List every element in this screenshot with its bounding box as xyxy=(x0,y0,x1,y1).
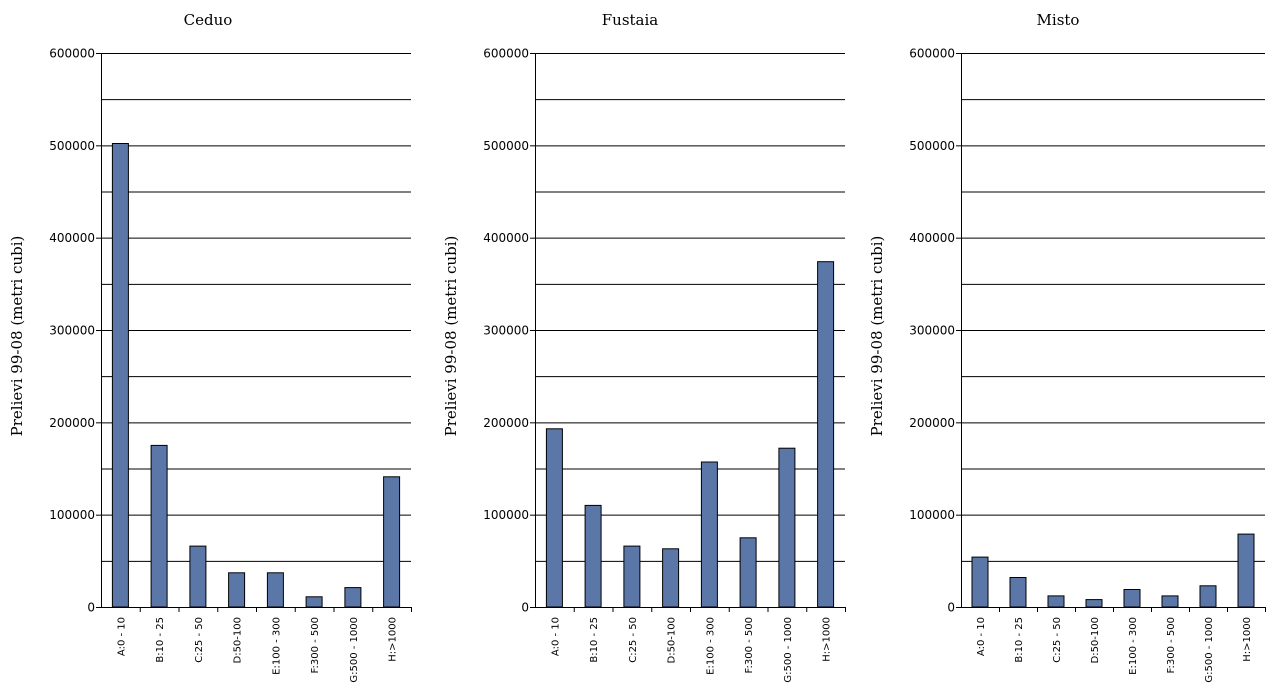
y-tick-label: 200000 xyxy=(909,416,955,430)
x-tick-label: C:25 - 50 xyxy=(1052,617,1063,663)
bar-3 xyxy=(662,548,680,608)
bar-2 xyxy=(623,545,641,608)
bar-3 xyxy=(228,572,246,608)
x-tick-label: B:10 - 25 xyxy=(155,617,166,663)
x-tick-label: H:>1000 xyxy=(1242,617,1253,662)
x-tick-label: D:50-100 xyxy=(233,617,244,664)
y-tick-label: 200000 xyxy=(483,416,529,430)
x-tick-label: D:50-100 xyxy=(667,617,678,664)
y-tick-label: 400000 xyxy=(909,231,955,245)
x-tick-label: G:500 - 1000 xyxy=(1204,617,1215,683)
x-tick-label: H:>1000 xyxy=(822,617,833,662)
bar-7 xyxy=(1237,533,1255,608)
bar-6 xyxy=(1199,585,1217,608)
bar-6 xyxy=(778,447,796,608)
bar-3 xyxy=(1085,599,1103,608)
y-tick-label: 200000 xyxy=(49,416,95,430)
bar-6 xyxy=(344,587,362,608)
bar-2 xyxy=(1047,595,1065,608)
x-tick-label: A:0 - 10 xyxy=(976,617,987,656)
bar-4 xyxy=(1123,589,1141,608)
x-tick-label: G:500 - 1000 xyxy=(349,617,360,683)
bar-5 xyxy=(1161,595,1179,608)
x-tick-label: E:100 - 300 xyxy=(271,617,282,675)
bar-7 xyxy=(383,476,401,608)
x-tick-label: B:10 - 25 xyxy=(589,617,600,663)
x-tick-label: H:>1000 xyxy=(388,617,399,662)
bar-0 xyxy=(545,428,563,608)
chart-0: 0 100000 200000 300000 400000 500000 600000 A:0… xyxy=(8,11,412,683)
x-tick-label: D:50-100 xyxy=(1090,617,1101,664)
bar-0 xyxy=(111,143,129,608)
y-tick-label: 100000 xyxy=(49,508,95,522)
x-tick-label: G:500 - 1000 xyxy=(783,617,794,683)
x-tick-label: A:0 - 10 xyxy=(116,617,127,656)
y-tick-label: 0 xyxy=(947,601,955,615)
y-tick-label: 500000 xyxy=(49,139,95,153)
bar-1 xyxy=(584,504,602,608)
chart-title: Fustaia xyxy=(602,11,659,29)
y-tick-label: 400000 xyxy=(49,231,95,245)
y-tick-label: 0 xyxy=(521,601,529,615)
bar-5 xyxy=(739,537,757,608)
y-tick-label: 300000 xyxy=(483,324,529,338)
bar-4 xyxy=(700,461,718,608)
x-tick-label: A:0 - 10 xyxy=(550,617,561,656)
chart-2: 0 100000 200000 300000 400000 500000 600000 A:0… xyxy=(868,11,1266,683)
y-tick-label: 400000 xyxy=(483,231,529,245)
chart-1: 0 100000 200000 300000 400000 500000 600000 A:0… xyxy=(442,11,846,683)
y-tick-label: 600000 xyxy=(483,47,529,61)
x-tick-label: F:300 - 500 xyxy=(1166,617,1177,673)
bar-5 xyxy=(305,596,323,608)
bar-0 xyxy=(971,556,989,608)
bar-7 xyxy=(817,261,835,608)
y-axis-label: Prelievi 99-08 (metri cubi) xyxy=(868,236,886,437)
y-axis-label: Prelievi 99-08 (metri cubi) xyxy=(442,236,460,437)
bar-1 xyxy=(1009,577,1027,608)
y-tick-label: 600000 xyxy=(49,47,95,61)
y-tick-label: 100000 xyxy=(483,508,529,522)
x-tick-label: E:100 - 300 xyxy=(705,617,716,675)
x-tick-label: C:25 - 50 xyxy=(628,617,639,663)
x-tick-label: B:10 - 25 xyxy=(1014,617,1025,663)
y-tick-label: 600000 xyxy=(909,47,955,61)
x-tick-label: F:300 - 500 xyxy=(744,617,755,673)
y-axis-label: Prelievi 99-08 (metri cubi) xyxy=(8,236,26,437)
y-tick-label: 300000 xyxy=(909,324,955,338)
y-tick-label: 300000 xyxy=(49,324,95,338)
chart-title: Misto xyxy=(1037,11,1080,29)
y-tick-label: 100000 xyxy=(909,508,955,522)
y-tick-label: 0 xyxy=(87,601,95,615)
bar-2 xyxy=(189,545,207,608)
x-tick-label: C:25 - 50 xyxy=(194,617,205,663)
x-tick-label: E:100 - 300 xyxy=(1128,617,1139,675)
y-tick-label: 500000 xyxy=(483,139,529,153)
x-tick-label: F:300 - 500 xyxy=(310,617,321,673)
y-tick-label: 500000 xyxy=(909,139,955,153)
bar-4 xyxy=(266,572,284,608)
bar-1 xyxy=(150,444,168,608)
chart-title: Ceduo xyxy=(184,11,233,29)
